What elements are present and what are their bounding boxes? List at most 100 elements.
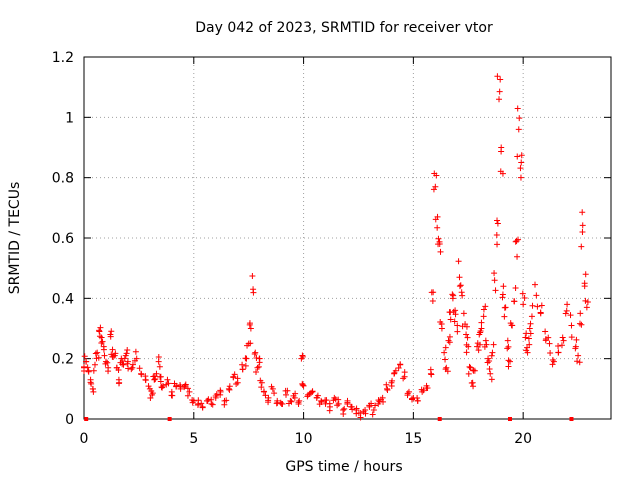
data-point [104,359,111,366]
data-point [271,390,278,397]
data-point [389,377,396,384]
data-point [582,297,589,304]
data-point [326,400,333,407]
data-point [518,159,525,166]
data-point [246,320,253,327]
data-point [436,238,443,245]
data-point [159,384,166,391]
data-point [583,304,590,311]
data-point [153,370,160,377]
data-point [256,355,263,362]
data-point [142,377,149,384]
data-point [347,403,354,410]
data-point [414,397,421,404]
data-point [496,96,503,103]
data-point [446,333,453,340]
data-point [189,396,196,403]
data-point [335,396,342,403]
data-point [115,380,122,387]
data-point [525,335,532,342]
data-point [308,389,315,396]
data-point [109,346,116,353]
data-point [81,353,88,360]
data-point [514,253,521,260]
data-point [491,270,498,277]
data-point [505,357,512,364]
data-point [98,334,105,341]
data-point [432,216,439,223]
data-point [136,365,143,372]
data-point [428,371,435,378]
x-tick-label: 15 [404,431,422,447]
data-point [157,373,164,380]
data-point [213,391,220,398]
data-point [92,350,99,357]
data-point [90,367,97,374]
data-point [208,396,215,403]
data-point [452,311,459,318]
data-point [113,364,120,371]
data-point [388,383,395,390]
y-tick-label: 0.2 [52,352,74,368]
data-point [443,364,450,371]
data-point [404,390,411,397]
data-point [524,344,531,351]
data-point [313,394,320,401]
data-point [429,298,436,305]
data-point [435,235,442,242]
gap-marker [167,417,172,421]
data-point [579,209,586,216]
x-tick-label: 10 [295,431,313,447]
data-point [163,381,170,388]
data-point [195,397,202,404]
data-point [456,274,463,281]
data-point [528,313,535,320]
data-point [97,324,104,331]
data-point [454,322,461,329]
data-point [559,334,566,341]
data-point [151,376,158,383]
data-point [145,383,152,390]
data-point [494,73,501,80]
data-point [538,302,545,309]
y-axis-label: SRMTID / TECUs [7,182,23,295]
gap-marker [437,417,442,421]
data-point [257,377,264,384]
data-point [84,364,91,371]
data-point [537,309,544,316]
data-point [295,400,302,407]
data-point [457,282,464,289]
data-point [138,371,145,378]
data-point [518,152,525,159]
data-point [455,258,462,265]
data-point [129,364,136,371]
data-point [560,337,567,344]
data-point [486,358,493,365]
data-point [463,331,470,338]
data-point [258,384,265,391]
data-point [568,334,575,341]
data-point [526,341,533,348]
data-point [186,388,193,395]
y-tick-label: 1 [65,110,74,126]
data-point [112,350,119,357]
data-point [164,376,171,383]
data-point [526,325,533,332]
data-point [268,383,275,390]
x-tick-label: 20 [514,431,532,447]
data-point [82,358,89,365]
data-point [85,368,92,375]
data-point [520,301,527,308]
data-point [91,361,98,368]
data-point [532,281,539,288]
data-point [438,320,445,327]
data-point [391,369,398,376]
data-point [383,381,390,388]
data-point [344,399,351,406]
data-point [334,402,341,409]
axes: 0 0.2 0.4 0.6 0.8 1 1.2 0 5 10 15 20 [52,50,612,447]
data-point [575,352,582,359]
data-point [578,243,585,250]
data-point [277,399,284,406]
data-point [519,290,526,297]
